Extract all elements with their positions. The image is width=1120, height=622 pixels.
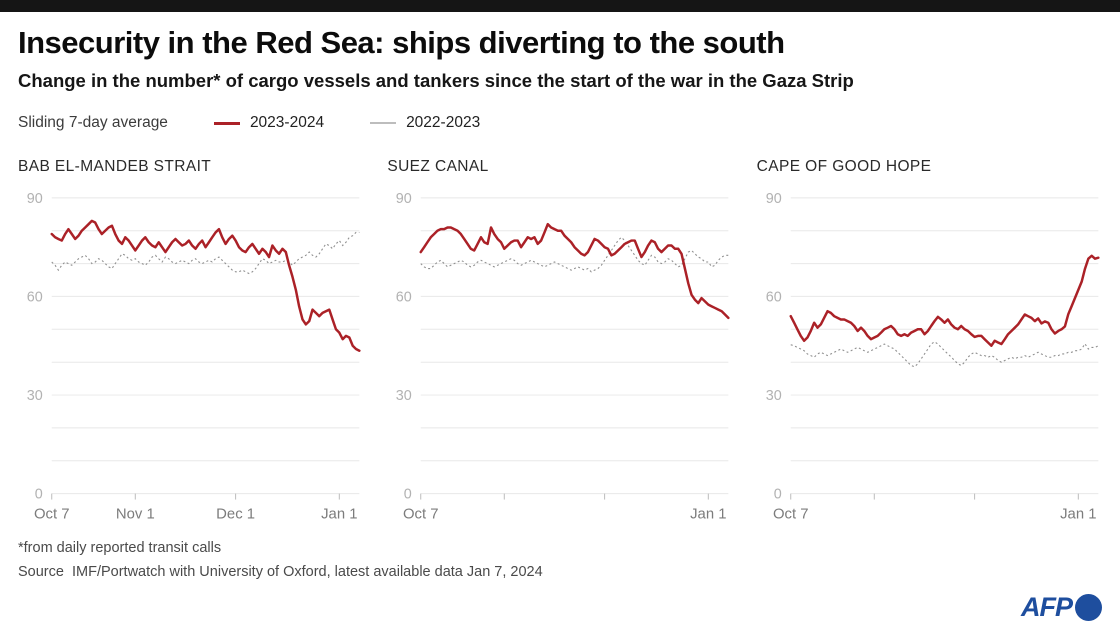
svg-text:30: 30 bbox=[396, 388, 412, 404]
page-subtitle: Change in the number* of cargo vessels a… bbox=[18, 70, 854, 91]
line-chart-bab-el-mandeb: 90 60 30 0 Oct 7 Nov 1 Dec 1 Jan 1 bbox=[27, 191, 361, 522]
legend-caption: Sliding 7-day average bbox=[18, 114, 168, 131]
afp-logo: AFP bbox=[1021, 592, 1102, 622]
svg-text:0: 0 bbox=[404, 487, 412, 503]
chart-bab-el-mandeb: BAB EL-MANDEB STRAIT 90 60 30 0 Oct 7 Nov 1 De… bbox=[18, 158, 363, 526]
svg-text:0: 0 bbox=[773, 487, 781, 503]
svg-text:Nov 1: Nov 1 bbox=[116, 506, 155, 522]
svg-text:60: 60 bbox=[396, 289, 412, 305]
chart-title: SUEZ CANAL bbox=[387, 158, 489, 175]
svg-text:90: 90 bbox=[396, 191, 412, 207]
top-black-bar bbox=[0, 0, 1120, 12]
svg-text:30: 30 bbox=[27, 388, 43, 404]
legend: Sliding 7-day average 2023-2024 2022-202… bbox=[18, 113, 1102, 133]
legend-item-2022-2023: 2022-2023 bbox=[370, 114, 480, 132]
svg-text:90: 90 bbox=[27, 191, 43, 207]
svg-text:Jan 1: Jan 1 bbox=[321, 506, 357, 522]
legend-label: 2022-2023 bbox=[406, 114, 481, 131]
gray-line-swatch-icon bbox=[370, 122, 397, 124]
svg-text:Jan 1: Jan 1 bbox=[690, 506, 726, 522]
svg-text:30: 30 bbox=[765, 388, 781, 404]
page-title: Insecurity in the Red Sea: ships diverti… bbox=[18, 25, 785, 60]
svg-text:60: 60 bbox=[27, 289, 43, 305]
svg-text:Oct 7: Oct 7 bbox=[773, 506, 809, 522]
footnote: *from daily reported transit calls bbox=[18, 540, 222, 557]
legend-label: 2023-2024 bbox=[249, 114, 325, 131]
legend-item-2023-2024: 2023-2024 bbox=[213, 114, 325, 132]
chart-title: CAPE OF GOOD HOPE bbox=[756, 158, 932, 175]
afp-logo-text: AFP bbox=[1021, 592, 1073, 622]
svg-text:90: 90 bbox=[765, 191, 781, 207]
svg-text:Jan 1: Jan 1 bbox=[1060, 506, 1096, 522]
svg-text:Oct 7: Oct 7 bbox=[403, 506, 439, 522]
line-chart-suez-canal: 90 60 30 0 Oct 7 Jan 1 bbox=[396, 191, 730, 522]
source-line: Source IMF/Portwatch with University of … bbox=[18, 564, 543, 581]
chart-cape-of-good-hope: CAPE OF GOOD HOPE 90 60 30 0 Oct 7 Jan 1 bbox=[757, 158, 1102, 526]
charts-row: BAB EL-MANDEB STRAIT 90 60 30 0 Oct 7 Nov 1 De… bbox=[18, 158, 1102, 526]
svg-text:60: 60 bbox=[765, 289, 781, 305]
chart-suez-canal: SUEZ CANAL 90 60 30 0 Oct 7 Jan 1 bbox=[387, 158, 732, 526]
chart-title: BAB EL-MANDEB STRAIT bbox=[18, 158, 212, 175]
svg-text:Dec 1: Dec 1 bbox=[216, 506, 255, 522]
svg-text:Oct 7: Oct 7 bbox=[34, 506, 70, 522]
red-line-swatch-icon bbox=[213, 121, 240, 125]
infographic: Insecurity in the Red Sea: ships diverti… bbox=[0, 25, 1120, 622]
svg-text:0: 0 bbox=[35, 487, 43, 503]
line-chart-cape-of-good-hope: 90 60 30 0 Oct 7 Jan 1 bbox=[765, 191, 1100, 522]
afp-logo-circle-icon bbox=[1075, 594, 1102, 621]
